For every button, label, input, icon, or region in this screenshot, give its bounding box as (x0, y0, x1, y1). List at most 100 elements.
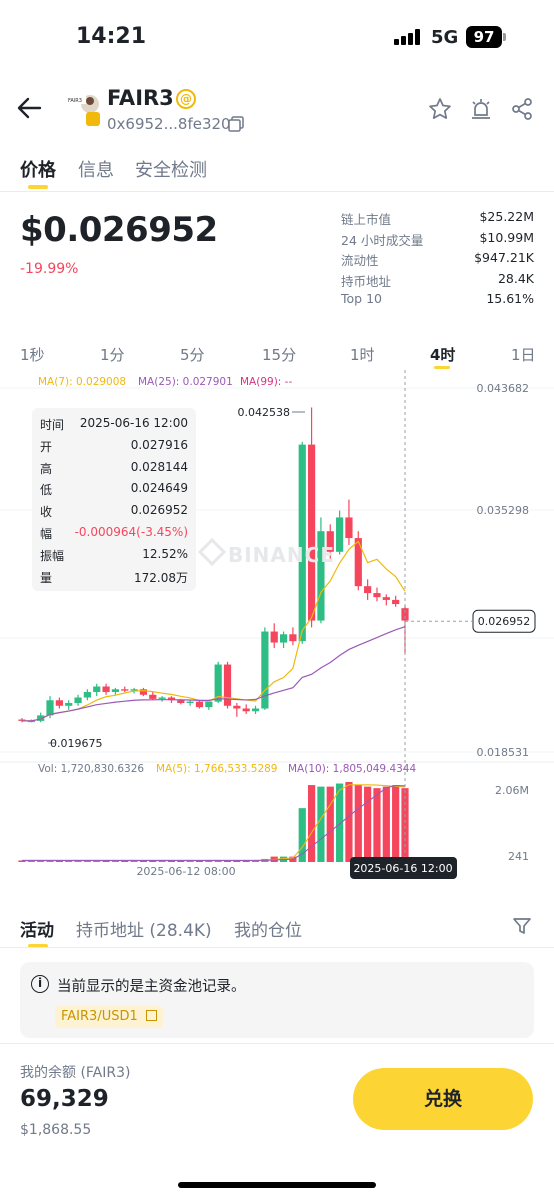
candle-body (149, 694, 157, 699)
share-icon[interactable] (510, 97, 534, 121)
candle-body (298, 444, 306, 642)
candle-body (336, 517, 344, 552)
tooltip-value: 0.026952 (130, 503, 188, 518)
balance-usd: $1,868.55 (20, 1122, 92, 1138)
stat-value: $25.22M (479, 209, 534, 224)
candle-body (83, 692, 91, 698)
tab-price[interactable]: 价格 (20, 160, 56, 181)
volume-bar (336, 783, 344, 862)
ma99-label: MA(99): -- (240, 376, 293, 388)
timeframe-2[interactable]: 5分 (180, 346, 205, 364)
alert-icon[interactable] (469, 97, 493, 121)
stat-label: 持币地址 (341, 273, 392, 289)
stat-label: 流动性 (341, 253, 379, 268)
volume-bar (102, 860, 110, 862)
ma25-label: MA(25): 0.027901 (138, 376, 233, 388)
volume-bar (392, 785, 400, 862)
candle-body (102, 686, 110, 693)
token-name: FAIR3 (107, 86, 174, 110)
binance-watermark: BINANCE (228, 543, 335, 567)
timeframe-1[interactable]: 1分 (100, 346, 125, 364)
candle-body (177, 700, 185, 704)
stat-value: $947.21K (474, 250, 534, 265)
ma7-label: MA(7): 0.029008 (38, 376, 127, 388)
price-chart[interactable]: 0.043682 0.035298 0.018531 2.06M 241 0.042538… (0, 370, 554, 880)
timeframe-3[interactable]: 15分 (262, 346, 297, 364)
tab-activity[interactable]: 活动 (20, 921, 54, 941)
filter-icon[interactable] (511, 915, 533, 937)
volume-bar (298, 808, 306, 862)
candle-body (223, 664, 232, 706)
tooltip-key: 高 (40, 461, 53, 476)
swap-button[interactable]: 兑换 (353, 1068, 533, 1130)
timeframe-indicator (434, 366, 450, 369)
star-icon[interactable] (428, 97, 452, 121)
signal-icon (394, 29, 422, 45)
last-price-box (472, 609, 536, 633)
balance-value: 69,329 (20, 1086, 109, 1112)
volume-bar (401, 788, 409, 862)
volume-axis-label: 241 (508, 850, 529, 863)
copy-icon[interactable] (228, 116, 244, 132)
volume-bar (373, 788, 381, 862)
volume-bar (37, 860, 45, 862)
candle-body (18, 719, 26, 721)
back-arrow-icon[interactable] (16, 96, 42, 120)
candle-body (37, 715, 45, 721)
activity-tab-indicator (28, 944, 48, 948)
candle-body (373, 593, 381, 598)
timeframe-6[interactable]: 1日 (511, 346, 536, 364)
current-price: $0.026952 (20, 210, 218, 250)
tab-holders[interactable]: 持币地址 (28.4K) (76, 921, 212, 941)
tooltip-row: 低 0.024649 (40, 481, 188, 503)
tooltip-row: 收 0.026952 (40, 503, 188, 525)
tab-info[interactable]: 信息 (78, 160, 114, 181)
candle-body (242, 708, 250, 712)
candle-body (27, 720, 35, 723)
volume-bar (382, 786, 390, 862)
stat-label: 链上市值 (341, 212, 392, 227)
low-price-label: 0.019675 (50, 737, 103, 750)
pool-link[interactable]: FAIR3/USD1 (55, 1006, 163, 1028)
tooltip-row: 开 0.027916 (40, 438, 188, 460)
volume-bar (251, 860, 260, 862)
verified-icon: @ (176, 89, 196, 109)
volume-bar (326, 786, 334, 862)
candle-body (195, 701, 204, 708)
candle-body (261, 631, 269, 709)
battery-tip (503, 33, 506, 41)
balance-label: 我的余额 (FAIR3) (20, 1065, 131, 1081)
divider (0, 1043, 554, 1044)
notice-text: 当前显示的是主资金池记录。 (57, 979, 246, 995)
timeframe-4[interactable]: 1时 (350, 346, 375, 364)
candle-body (130, 689, 138, 691)
tooltip-value: 2025-06-16 12:00 (79, 416, 188, 430)
tooltip-value: 0.028144 (130, 459, 188, 474)
candle-body (139, 689, 148, 695)
stat-value: $10.99M (479, 229, 534, 245)
volume-bar (167, 860, 176, 862)
stat-value: 28.4K (497, 270, 534, 286)
candle-body (186, 701, 194, 704)
token-logo-text: FAIR3 (68, 98, 82, 104)
tab-security[interactable]: 安全检测 (135, 160, 207, 181)
candle-body (382, 597, 390, 600)
tooltip-value: 12.52% (142, 546, 188, 561)
tooltip-key: 时间 (40, 418, 65, 432)
volume-bar (317, 786, 325, 862)
volume-bar (345, 782, 353, 862)
timeframe-0[interactable]: 1秒 (20, 346, 45, 364)
candle-body (65, 703, 73, 706)
y-axis-label: 0.018531 (477, 746, 530, 759)
candle-body (317, 531, 325, 621)
tab-my-position[interactable]: 我的仓位 (234, 921, 302, 941)
volume-bar (149, 860, 157, 862)
volume-bar (65, 860, 73, 862)
volume-bar (223, 860, 232, 862)
volume-bar (93, 860, 101, 862)
candle-body (307, 444, 316, 621)
candle-body (392, 599, 400, 605)
volume-bar (214, 860, 222, 862)
timeframe-5[interactable]: 4时 (430, 346, 456, 364)
network-label: 5G (431, 27, 459, 48)
